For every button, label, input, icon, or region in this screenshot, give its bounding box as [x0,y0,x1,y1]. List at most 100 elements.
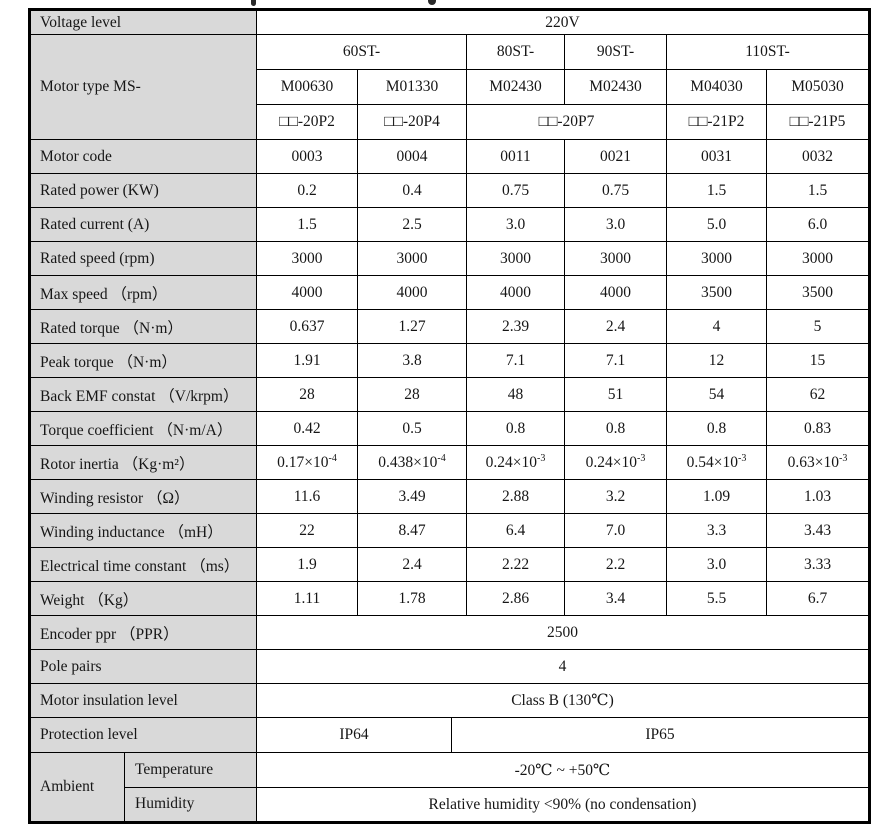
row-insulation-level: Motor insulation level Class B (130℃) [29,683,870,718]
value-cell: 1.5 [766,173,870,208]
value-cell: 28 [256,377,358,412]
row-motor-frames: □□-20P2 □□-20P4 □□-20P7 □□-21P2 □□-21P5 [30,104,870,140]
row-pole-pairs: Pole pairs 4 [29,649,870,684]
value-cell: 1.78 [357,581,467,616]
model-cell: M01330 [357,69,467,105]
row-label-motor-type: Motor type MS- [29,34,257,140]
value-cell: 2.22 [466,547,565,582]
value-cell: 3.4 [564,581,667,616]
row-torque-coefficient: Torque coefficient （N·m/A） 0.42 0.5 0.8 … [29,411,870,446]
row-ambient-temperature: Ambient Temperature Humidity -20℃ ~ +50℃ [29,752,870,823]
row-ambient-humidity: Relative humidity <90% (no condensation) [30,787,870,823]
row-label-rated-torque: Rated torque （N·m） [29,309,257,344]
value-cell: 6.7 [766,581,870,616]
row-rotor-inertia: Rotor inertia （Kg·m²） 0.17×10-4 0.438×10… [29,445,870,480]
value-cell: 0004 [357,139,467,174]
value-cell: 0.637 [256,309,358,344]
row-label-motor-code: Motor code [29,139,257,174]
row-voltage-level: Voltage level 220V [29,9,870,35]
value-cell: 1.5 [666,173,767,208]
merged-value-cell: 2500 [256,615,870,650]
value-cell: 0.17×10-4 [256,445,358,480]
value-cell: 0.24×10-3 [466,445,565,480]
value-cell: 62 [766,377,870,412]
value-cell: 0021 [564,139,667,174]
value-cell: 0.4 [357,173,467,208]
series-cell: 110ST- [666,34,870,70]
value-cell: 4000 [357,275,467,310]
value-cell: 3000 [466,241,565,276]
value-cell: 3000 [256,241,358,276]
value-cell: 4 [666,309,767,344]
series-cell: 90ST- [564,34,667,70]
value-cell: 48 [466,377,565,412]
value-cell: 3.43 [766,513,870,548]
motor-spec-table: Voltage level 220V Motor type MS- 60ST- … [28,8,871,824]
model-cell: M02430 [564,69,667,105]
row-winding-inductance: Winding inductance （mH） 22 8.47 6.4 7.0 … [29,513,870,548]
value-cell: 7.0 [564,513,667,548]
row-label-rotor-inertia: Rotor inertia （Kg·m²） [29,445,257,480]
frame-cell: □□-21P5 [766,104,870,140]
row-label-torque-coefficient: Torque coefficient （N·m/A） [29,411,257,446]
row-label-voltage-level: Voltage level [29,9,257,35]
value-cell: 0.5 [357,411,467,446]
value-cell: 4000 [564,275,667,310]
value-cell: 3.0 [466,207,565,242]
value-cell: 6.4 [466,513,565,548]
protection-split-cell: IP64 IP65 [256,717,870,753]
row-back-emf: Back EMF constat （V/krpm） 28 28 48 51 54… [29,377,870,412]
model-cell: M04030 [666,69,767,105]
value-cell: 5 [766,309,870,344]
row-weight: Weight （Kg） 1.11 1.78 2.86 3.4 5.5 6.7 [29,581,870,616]
row-peak-torque: Peak torque （N·m） 1.91 3.8 7.1 7.1 12 15 [29,343,870,378]
row-label-rated-speed: Rated speed (rpm) [29,241,257,276]
row-motor-series: Motor type MS- 60ST- 80ST- 90ST- 110ST- [29,34,870,140]
row-label-rated-current: Rated current (A) [29,207,257,242]
value-cell: 11.6 [256,479,358,514]
row-label-max-speed: Max speed （rpm） [29,275,257,310]
value-cell: 0032 [766,139,870,174]
protection-split: IP64 IP65 [258,718,869,752]
value-cell: 5.0 [666,207,767,242]
ambient-name: Ambient [31,753,125,821]
frame-cell: □□-20P4 [357,104,467,140]
value-cell: 1.91 [256,343,358,378]
value-cell: 0.75 [466,173,565,208]
value-cell: 3000 [564,241,667,276]
value-cell: 2.86 [466,581,565,616]
value-cell: 2.2 [564,547,667,582]
ambient-sublabel-humidity: Humidity [125,786,256,822]
ambient-sublabels: Temperature Humidity [125,754,256,822]
row-label-electrical-time-constant: Electrical time constant （ms） [29,547,257,582]
row-label-encoder-ppr: Encoder ppr （PPR） [29,615,257,650]
row-label-pole-pairs: Pole pairs [29,649,257,684]
row-protection-level: Protection level IP64 IP65 [29,717,870,753]
value-cell: 0.75 [564,173,667,208]
clipped-caption-remnant [251,0,256,6]
frame-cell: □□-21P2 [666,104,767,140]
value-cell: 0.63×10-3 [766,445,870,480]
value-cell: 3500 [766,275,870,310]
value-cell: 3.0 [564,207,667,242]
value-cell: 2.4 [564,309,667,344]
value-cell: 0.54×10-3 [666,445,767,480]
merged-value-cell: Class B (130℃) [256,683,870,718]
series-cell: 60ST- [256,34,467,70]
value-cell: 1.11 [256,581,358,616]
row-electrical-time-constant: Electrical time constant （ms） 1.9 2.4 2.… [29,547,870,582]
value-cell: 1.9 [256,547,358,582]
value-cell: 4000 [256,275,358,310]
value-cell: 8.47 [357,513,467,548]
row-label-winding-inductance: Winding inductance （mH） [29,513,257,548]
row-motor-code: Motor code 0003 0004 0011 0021 0031 0032 [29,139,870,174]
value-cell: 3.8 [357,343,467,378]
value-cell: 0.8 [564,411,667,446]
row-rated-current: Rated current (A) 1.5 2.5 3.0 3.0 5.0 6.… [29,207,870,242]
row-label-back-emf: Back EMF constat （V/krpm） [29,377,257,412]
value-cell: 6.0 [766,207,870,242]
value-cell: 3000 [357,241,467,276]
value-cell: 2.88 [466,479,565,514]
value-cell: 3.49 [357,479,467,514]
value-cell: 1.5 [256,207,358,242]
